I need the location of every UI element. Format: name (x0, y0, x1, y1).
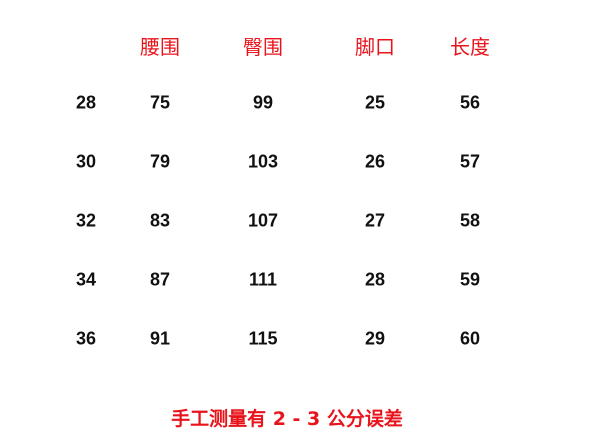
table-cell: 87 (149, 269, 171, 290)
table-cell: 99 (252, 92, 274, 113)
column-header: 脚口 (355, 35, 395, 59)
column-header: 臀围 (243, 35, 283, 59)
table-cell: 58 (459, 210, 481, 231)
table-cell: 59 (459, 269, 481, 290)
table-cell: 111 (248, 269, 278, 290)
table-cell: 25 (364, 92, 386, 113)
table-cell: 107 (247, 210, 279, 231)
table-cell: 57 (459, 151, 481, 172)
table-cell: 26 (364, 151, 386, 172)
column-header: 腰围 (140, 35, 180, 59)
table-cell: 75 (149, 92, 171, 113)
size-label: 34 (75, 269, 97, 290)
column-header: 长度 (450, 35, 490, 59)
table-cell: 91 (149, 328, 171, 349)
size-label: 30 (75, 151, 97, 172)
table-cell: 56 (459, 92, 481, 113)
size-label: 32 (75, 210, 97, 231)
table-cell: 27 (364, 210, 386, 231)
size-label: 28 (75, 92, 97, 113)
table-cell: 28 (364, 269, 386, 290)
table-cell: 60 (459, 328, 481, 349)
size-label: 36 (75, 328, 97, 349)
measurement-note: 手工测量有 2 - 3 公分误差 (171, 408, 403, 430)
table-cell: 29 (364, 328, 386, 349)
table-cell: 103 (247, 151, 279, 172)
table-cell: 83 (149, 210, 171, 231)
table-cell: 79 (149, 151, 171, 172)
table-cell: 115 (248, 328, 278, 349)
